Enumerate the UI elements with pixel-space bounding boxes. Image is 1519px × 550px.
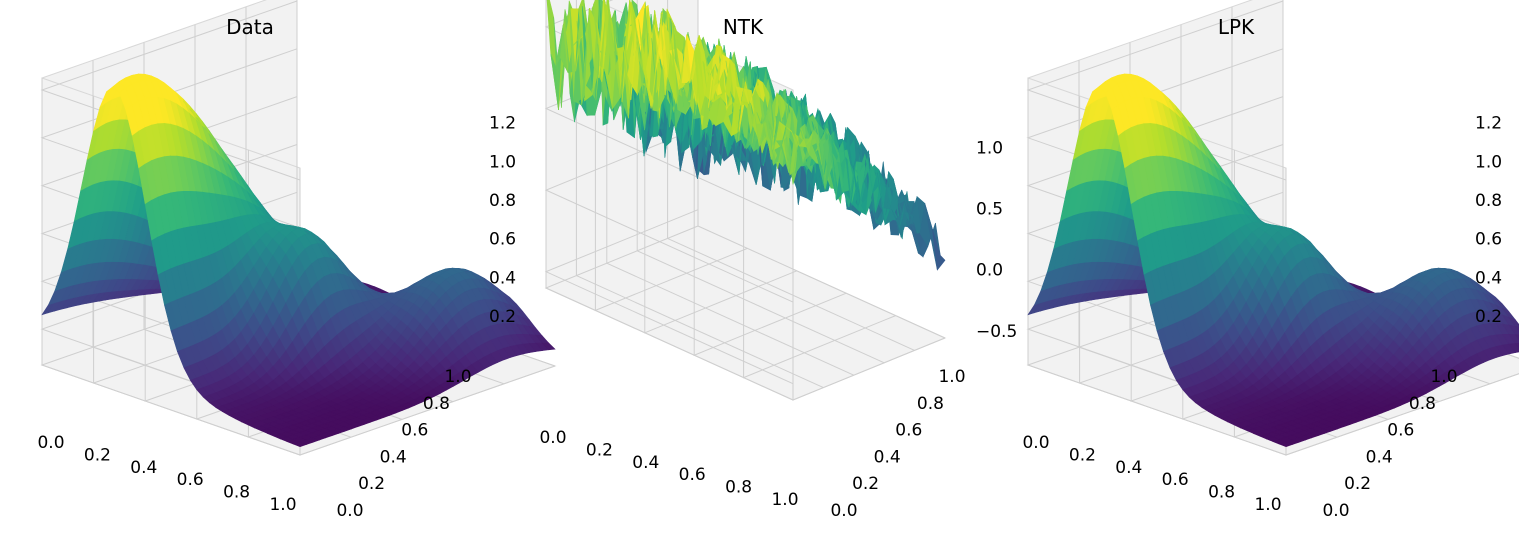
x-tick-label: 0.8 <box>223 483 250 503</box>
y-tick-label: 0.8 <box>917 394 944 414</box>
z-tick-label: −0.5 <box>976 322 1017 342</box>
subplot-data: 0.0 0.2 0.4 0.6 0.8 1.0 0.0 0.2 0.4 0.6 0.8 1.0 0.2 0… <box>37 0 557 521</box>
y-tick-label: 0.2 <box>1344 474 1371 494</box>
x-tick-label: 0.4 <box>130 458 157 478</box>
subplot-title: NTK <box>723 15 764 39</box>
y-tick-label: 0.2 <box>852 474 879 494</box>
z-tick-label: 0.6 <box>1475 230 1502 250</box>
subplot-title: Data <box>226 15 274 39</box>
z-tick-label: 0.2 <box>1475 307 1502 327</box>
y-tick-label: 0.2 <box>358 474 385 494</box>
z-tick-label: 1.0 <box>1475 152 1502 172</box>
gridline <box>545 0 699 289</box>
subplot-title: LPK <box>1218 15 1255 39</box>
y-tick-label: 1.0 <box>938 367 965 387</box>
z-tick-label: 1.2 <box>1475 114 1502 134</box>
surface <box>546 0 946 271</box>
z-tick-label: 0.6 <box>489 230 516 250</box>
y-tick-label: 0.6 <box>401 421 428 441</box>
subplot-lpk: 0.0 0.2 0.4 0.6 0.8 1.0 0.0 0.2 0.4 0.6 0.8 1.0 0.2 0… <box>1022 0 1519 521</box>
y-tick-label: 0.4 <box>874 447 901 467</box>
z-tick-label: 1.0 <box>976 139 1003 159</box>
x-tick-label: 0.6 <box>679 465 706 485</box>
surface <box>41 73 556 448</box>
z-tick-label: 0.2 <box>489 307 516 327</box>
z-tick-label: 0.4 <box>1475 268 1502 288</box>
x-tick-label: 0.0 <box>37 433 64 453</box>
x-tick-label: 1.0 <box>1254 495 1281 515</box>
x-tick-label: 0.2 <box>84 445 111 465</box>
y-tick-label: 0.0 <box>830 501 857 521</box>
z-tick-label: 1.0 <box>489 152 516 172</box>
z-tick-label: 1.2 <box>489 114 516 134</box>
gridline <box>743 67 896 379</box>
x-tick-label: 1.0 <box>771 490 798 510</box>
x-tick-label: 0.6 <box>177 470 204 490</box>
y-tick-label: 0.8 <box>423 394 450 414</box>
z-tick-label: 0.4 <box>489 268 516 288</box>
gridline <box>544 209 794 385</box>
y-tick-label: 0.4 <box>380 447 407 467</box>
y-tick-label: 0.0 <box>1322 501 1349 521</box>
y-tick-label: 0.6 <box>895 421 922 441</box>
y-tick-label: 1.0 <box>1430 367 1457 387</box>
y-tick-label: 0.8 <box>1409 394 1436 414</box>
z-tick-label: 0.8 <box>1475 191 1502 211</box>
x-tick-label: 0.8 <box>725 478 752 498</box>
x-tick-label: 0.2 <box>1069 445 1096 465</box>
z-tick-label: 0.5 <box>976 200 1003 220</box>
x-tick-label: 0.8 <box>1208 483 1235 503</box>
x-tick-label: 0.0 <box>1022 433 1049 453</box>
z-tick-label: 0.8 <box>489 191 516 211</box>
subplot-ntk: 0.0 0.2 0.4 0.6 0.8 1.0 0.0 0.2 0.4 0.6 0.8 1.0 −0.5… <box>539 0 1017 521</box>
x-tick-label: 1.0 <box>269 495 296 515</box>
y-tick-label: 0.4 <box>1366 447 1393 467</box>
x-tick-label: 0.0 <box>539 428 566 448</box>
surface-patch <box>541 342 556 351</box>
x-tick-label: 0.4 <box>1115 458 1142 478</box>
x-tick-label: 0.2 <box>586 440 613 460</box>
x-tick-label: 0.6 <box>1162 470 1189 490</box>
gridline <box>792 90 946 401</box>
y-tick-label: 0.6 <box>1387 421 1414 441</box>
y-tick-label: 0.0 <box>336 501 363 521</box>
x-tick-label: 0.4 <box>632 453 659 473</box>
y-tick-label: 1.0 <box>444 367 471 387</box>
z-tick-label: 0.0 <box>976 261 1003 281</box>
